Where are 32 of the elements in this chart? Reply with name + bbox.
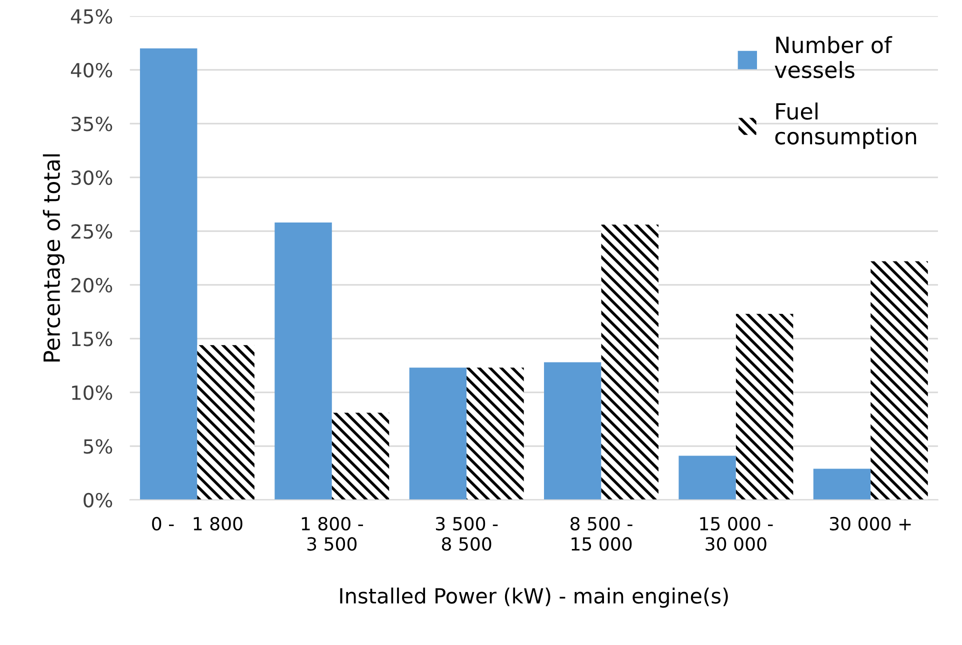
x-tick-label: 15 000 - 30 000 <box>700 516 773 551</box>
bar <box>466 368 524 500</box>
y-tick-label: 30% <box>71 170 112 186</box>
bar <box>274 222 332 500</box>
legend-label: Number of vessels <box>774 36 892 78</box>
y-tick-label: 5% <box>84 439 112 454</box>
bar <box>678 456 736 500</box>
x-tick-label: 0 - 1 800 <box>152 516 242 531</box>
legend-label: Fuel consumption <box>775 102 916 149</box>
x-tick-label: 8 500 - 15 000 <box>570 516 632 551</box>
y-tick-label: 15% <box>72 332 112 346</box>
y-tick-label: 20% <box>71 278 112 293</box>
x-axis-title: Installed Power (kW) - main engine(s) <box>340 588 728 608</box>
bar <box>409 368 467 500</box>
y-tick-label: 35% <box>71 116 112 132</box>
y-tick-label: 40% <box>70 62 112 78</box>
bar <box>870 261 928 500</box>
y-tick-label: 25% <box>71 224 112 239</box>
bar <box>140 48 198 500</box>
x-tick-label: 1 800 - 3 500 <box>302 516 363 551</box>
bar <box>736 314 794 500</box>
bar <box>601 224 658 500</box>
bar <box>332 412 390 500</box>
y-tick-label: 10% <box>72 385 112 400</box>
y-tick-label: 0% <box>84 492 112 508</box>
bar <box>544 362 602 500</box>
y-axis-title: Percentage of total <box>42 154 64 362</box>
x-tick-label: 3 500 - 8 500 <box>436 516 498 551</box>
y-tick-label: 45% <box>70 9 112 24</box>
bar <box>197 345 254 500</box>
x-tick-label: 30 000 + <box>830 516 911 531</box>
bar <box>813 468 871 500</box>
